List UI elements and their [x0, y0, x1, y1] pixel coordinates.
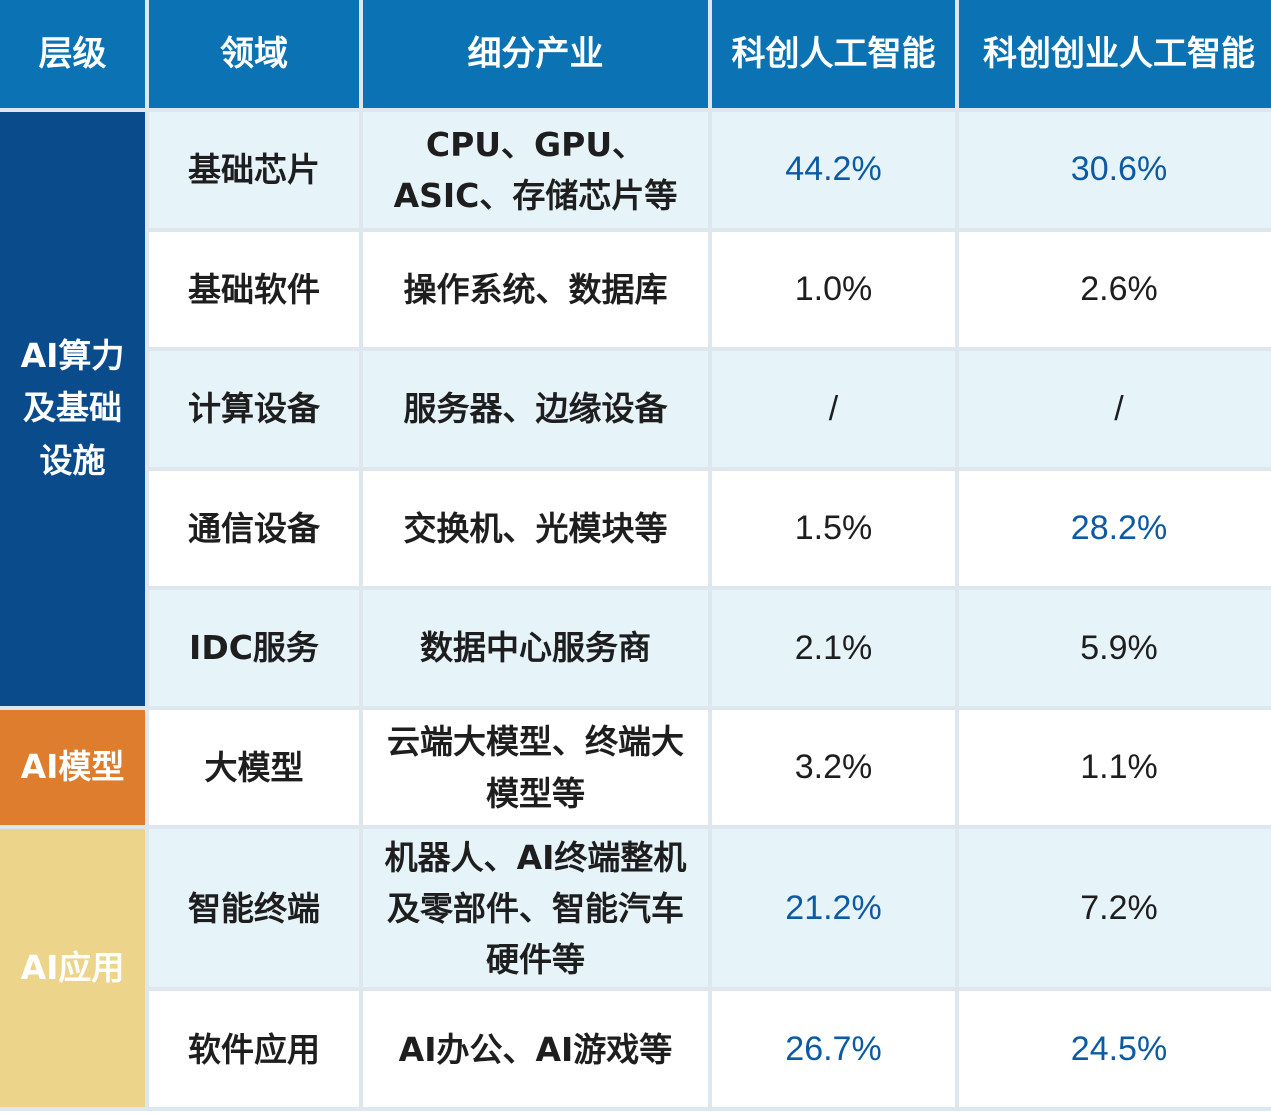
header-layer: 层级: [0, 0, 145, 108]
index2-value: 1.1%: [959, 709, 1271, 826]
table-row: AI应用 智能终端 机器人、AI终端整机及零部件、智能汽车硬件等 21.2% 7…: [0, 829, 1271, 1107]
index1-value: 2.1%: [712, 590, 955, 706]
domain-cell: 计算设备: [149, 351, 359, 467]
domain-cell: IDC服务: [149, 590, 359, 706]
index1-value: 44.2%: [712, 112, 955, 228]
segment-cell: CPU、GPU、ASIC、存储芯片等: [363, 112, 708, 228]
index1-value: 26.7%: [712, 991, 955, 1107]
segment-cell: 机器人、AI终端整机及零部件、智能汽车硬件等: [363, 829, 708, 988]
domain-cell: 基础软件: [149, 231, 359, 348]
index1-value: 3.2%: [712, 709, 955, 826]
layer-model: AI模型: [0, 709, 145, 826]
segment-cell: AI办公、AI游戏等: [363, 991, 708, 1107]
domain-cell: 大模型: [149, 709, 359, 826]
header-index2: 科创创业人工智能: [959, 0, 1271, 108]
index1-value: 1.5%: [712, 470, 955, 587]
layer-infra: AI算力及基础设施: [0, 112, 145, 706]
segment-cell: 云端大模型、终端大模型等: [363, 709, 708, 826]
table-row: 计算设备 服务器、边缘设备 / /: [0, 351, 1271, 467]
index2-value: 2.6%: [959, 231, 1271, 348]
header-row: 层级 领域 细分产业 科创人工智能 科创创业人工智能: [0, 0, 1271, 108]
layer-app: AI应用: [0, 829, 145, 1107]
segment-cell: 数据中心服务商: [363, 590, 708, 706]
index2-value: 28.2%: [959, 470, 1271, 587]
table-row: 软件应用 AI办公、AI游戏等 26.7% 24.5%: [0, 991, 1271, 1107]
index1-value: /: [712, 351, 955, 467]
table-row: AI模型 大模型 云端大模型、终端大模型等 3.2% 1.1%: [0, 709, 1271, 826]
domain-cell: 基础芯片: [149, 112, 359, 228]
segment-cell: 交换机、光模块等: [363, 470, 708, 587]
index2-value: 24.5%: [959, 991, 1271, 1107]
table-row: AI算力及基础设施 基础芯片 CPU、GPU、ASIC、存储芯片等 44.2% …: [0, 112, 1271, 706]
segment-cell: 服务器、边缘设备: [363, 351, 708, 467]
domain-cell: 通信设备: [149, 470, 359, 587]
index1-value: 1.0%: [712, 231, 955, 348]
domain-cell: 软件应用: [149, 991, 359, 1107]
table-row: 通信设备 交换机、光模块等 1.5% 28.2%: [0, 470, 1271, 587]
segment-cell: 操作系统、数据库: [363, 231, 708, 348]
index2-value: /: [959, 351, 1271, 467]
header-index1: 科创人工智能: [712, 0, 955, 108]
index2-value: 5.9%: [959, 590, 1271, 706]
table-row: IDC服务 数据中心服务商 2.1% 5.9%: [0, 590, 1271, 706]
header-domain: 领域: [149, 0, 359, 108]
header-segment: 细分产业: [363, 0, 708, 108]
index1-value: 21.2%: [712, 829, 955, 988]
domain-cell: 智能终端: [149, 829, 359, 988]
table-row: 基础软件 操作系统、数据库 1.0% 2.6%: [0, 231, 1271, 348]
index2-value: 7.2%: [959, 829, 1271, 988]
index2-value: 30.6%: [959, 112, 1271, 228]
